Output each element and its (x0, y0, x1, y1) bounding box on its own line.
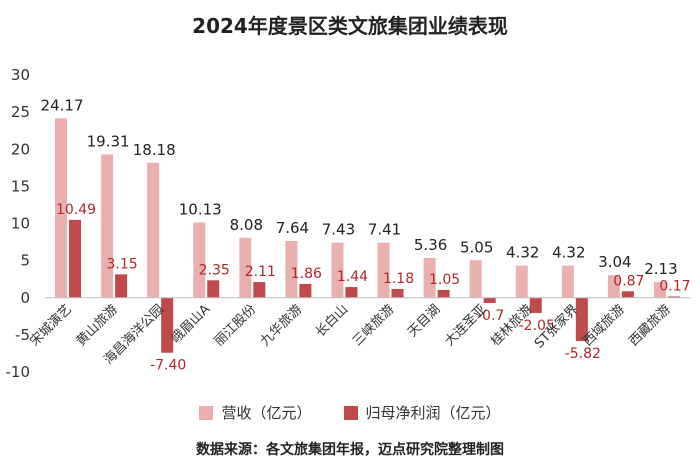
net-profit-bar (207, 280, 220, 298)
net-profit-bar (621, 291, 634, 298)
category-label: 丽江股份 (212, 302, 259, 349)
revenue-value-label: 19.31 (87, 132, 130, 150)
revenue-value-label: 5.05 (460, 238, 493, 256)
category-label: 九华旅游 (258, 302, 305, 349)
net-profit-value-label: -0.7 (477, 308, 504, 324)
category-label: 三峡旅游 (350, 302, 397, 349)
revenue-value-label: 3.04 (598, 253, 631, 271)
legend-item-revenue: 营收（亿元） (199, 402, 312, 423)
net-profit-bar (575, 297, 588, 341)
net-profit-bar (483, 297, 496, 303)
category-label: 黄山旅游 (74, 302, 121, 349)
net-profit-value-label: 2.11 (245, 264, 276, 280)
net-profit-bar (69, 219, 82, 298)
net-profit-bar (391, 288, 404, 298)
net-profit-value-label: 10.49 (56, 202, 96, 218)
revenue-bar (515, 265, 528, 298)
net-profit-value-label: -7.40 (150, 358, 186, 374)
revenue-value-label: 7.64 (276, 219, 309, 237)
source-note: 数据来源：各文旅集团年报，迈点研究院整理制图 (196, 442, 504, 458)
revenue-bar (55, 118, 68, 298)
revenue-bar (423, 257, 436, 298)
category-label: 宋城演艺 (27, 301, 75, 349)
revenue-value-label: 24.17 (41, 96, 84, 114)
category-label: 大连圣亚 (441, 301, 489, 349)
net-profit-bar (115, 274, 128, 298)
revenue-value-label: 18.18 (133, 141, 176, 159)
net-profit-value-label: 1.18 (383, 271, 414, 287)
category-label: 峨眉山A (169, 302, 214, 347)
revenue-value-label: 7.41 (368, 221, 401, 239)
revenue-bar (101, 154, 114, 298)
category-label: 长白山 (312, 301, 351, 340)
revenue-bar (331, 242, 344, 298)
y-tick-label: 0 (20, 289, 30, 307)
legend: 营收（亿元） 归母净利润（亿元） (0, 402, 700, 423)
net-profit-value-label: 0.17 (659, 278, 690, 294)
revenue-bar (607, 275, 620, 298)
revenue-bar (193, 222, 206, 298)
net-profit-value-label: -5.82 (565, 346, 601, 362)
y-tick-label: 5 (20, 252, 30, 270)
y-tick-label: 20 (11, 140, 30, 158)
y-tick-label: -10 (6, 363, 31, 381)
net-profit-value-label: 3.15 (107, 256, 138, 272)
net-profit-value-label: 2.35 (199, 262, 230, 278)
legend-label-net-profit: 归母净利润（亿元） (365, 404, 501, 422)
revenue-bar (469, 260, 482, 298)
revenue-bar (561, 265, 574, 298)
legend-label-revenue: 营收（亿元） (221, 404, 312, 422)
revenue-value-label: 8.08 (230, 216, 263, 234)
revenue-value-label: 5.36 (414, 236, 447, 254)
category-label: 西藏旅游 (626, 302, 673, 349)
net-profit-bar (161, 297, 174, 353)
y-tick-label: 15 (11, 177, 30, 195)
revenue-bar (239, 237, 252, 298)
net-profit-bar (299, 283, 312, 298)
net-profit-value-label: 1.05 (429, 272, 460, 288)
legend-swatch-net-profit (343, 405, 358, 420)
revenue-bar (653, 281, 666, 298)
net-profit-bar (529, 297, 542, 313)
net-profit-value-label: 1.44 (337, 269, 368, 285)
revenue-value-label: 4.32 (552, 244, 585, 262)
net-profit-value-label: -2.05 (519, 318, 555, 334)
net-profit-value-label: 1.86 (291, 266, 322, 282)
chart-title: 2024年度景区类文旅集团业绩表现 (192, 14, 508, 38)
y-tick-label: 25 (11, 103, 30, 121)
net-profit-bar (667, 296, 680, 298)
net-profit-value-label: 0.87 (613, 273, 644, 289)
net-profit-bar (345, 287, 358, 298)
legend-item-net-profit: 归母净利润（亿元） (343, 402, 501, 423)
revenue-bar (147, 162, 160, 298)
revenue-value-label: 10.13 (179, 201, 222, 219)
y-tick-label: 30 (11, 66, 30, 84)
revenue-bar (285, 241, 298, 298)
legend-swatch-revenue (199, 405, 214, 420)
category-label: 天目湖 (405, 302, 443, 340)
y-tick-label: -5 (15, 326, 30, 344)
net-profit-bar (253, 282, 266, 298)
y-tick-label: 10 (11, 215, 30, 233)
revenue-value-label: 4.32 (506, 244, 539, 262)
revenue-value-label: 7.43 (322, 221, 355, 239)
net-profit-bar (437, 289, 450, 298)
revenue-value-label: 2.13 (644, 260, 677, 278)
revenue-bar (377, 242, 390, 298)
